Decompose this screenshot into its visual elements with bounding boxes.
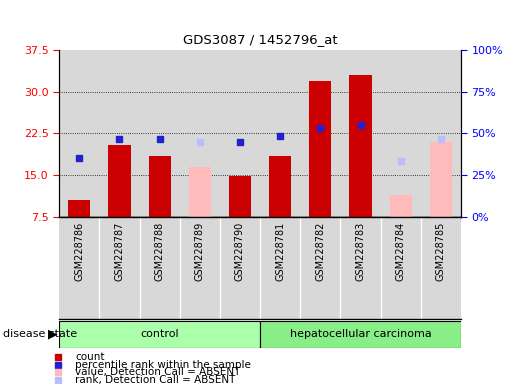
Text: value, Detection Call = ABSENT: value, Detection Call = ABSENT <box>75 367 241 377</box>
Bar <box>189 167 211 217</box>
Bar <box>350 75 371 217</box>
Bar <box>381 50 421 217</box>
Bar <box>59 50 99 217</box>
Bar <box>140 50 180 217</box>
Text: GSM228787: GSM228787 <box>114 222 125 281</box>
Bar <box>229 176 251 217</box>
Bar <box>99 217 140 319</box>
Text: GSM228790: GSM228790 <box>235 222 245 281</box>
Text: GSM228781: GSM228781 <box>275 222 285 281</box>
Bar <box>260 321 461 348</box>
Bar <box>300 50 340 217</box>
Text: GSM228784: GSM228784 <box>396 222 406 281</box>
Text: percentile rank within the sample: percentile rank within the sample <box>75 360 251 370</box>
Text: GSM228783: GSM228783 <box>355 222 366 281</box>
Text: disease state: disease state <box>3 329 77 339</box>
Bar <box>310 81 331 217</box>
Text: GSM228785: GSM228785 <box>436 222 446 281</box>
Bar <box>340 217 381 319</box>
Text: GSM228786: GSM228786 <box>74 222 84 281</box>
Bar <box>381 217 421 319</box>
Bar <box>99 50 140 217</box>
Text: GSM228782: GSM228782 <box>315 222 325 281</box>
Text: GSM228789: GSM228789 <box>195 222 205 281</box>
Bar <box>140 217 180 319</box>
Text: rank, Detection Call = ABSENT: rank, Detection Call = ABSENT <box>75 375 235 384</box>
Bar <box>59 217 99 319</box>
Title: GDS3087 / 1452796_at: GDS3087 / 1452796_at <box>183 33 337 46</box>
Bar <box>220 50 260 217</box>
Bar <box>109 145 130 217</box>
Bar <box>149 156 170 217</box>
Bar <box>340 50 381 217</box>
Bar <box>421 50 461 217</box>
Bar <box>59 321 260 348</box>
Bar <box>260 50 300 217</box>
Bar <box>269 156 291 217</box>
Text: GSM228788: GSM228788 <box>154 222 165 281</box>
Bar <box>421 217 461 319</box>
Bar <box>180 50 220 217</box>
Bar <box>300 217 340 319</box>
Bar <box>260 217 300 319</box>
Text: ▶: ▶ <box>48 328 58 341</box>
Text: control: control <box>140 329 179 339</box>
Bar <box>430 142 452 217</box>
Text: hepatocellular carcinoma: hepatocellular carcinoma <box>289 329 432 339</box>
Text: count: count <box>75 352 105 362</box>
Bar <box>220 217 260 319</box>
Bar <box>68 200 90 217</box>
Bar <box>180 217 220 319</box>
Bar <box>390 195 411 217</box>
